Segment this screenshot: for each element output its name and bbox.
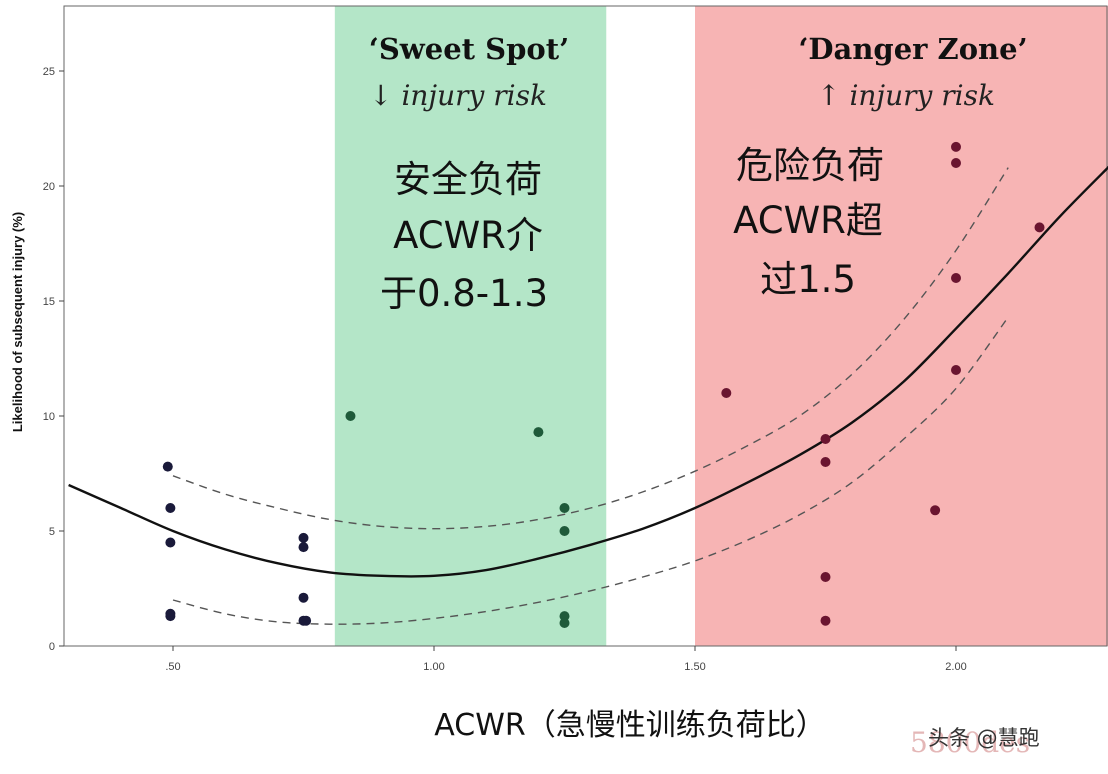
sweet-spot-title: ‘Sweet Spot’ — [369, 32, 569, 66]
x-tick-label: 2.00 — [945, 661, 966, 673]
data-point — [162, 461, 173, 472]
ci-lower-curve — [172, 316, 1009, 625]
data-point — [559, 503, 570, 513]
zone-sweet-band — [334, 6, 607, 646]
fit-curve — [68, 165, 1108, 578]
watermark-text: 头条 @慧跑 — [928, 726, 1040, 750]
data-point — [1034, 222, 1045, 233]
x-axis-title: ACWR（急慢性训练负荷比） — [434, 708, 825, 743]
data-point — [559, 526, 570, 536]
x-tick-label: .50 — [165, 661, 180, 673]
data-point — [165, 503, 176, 513]
y-axis-title: Likelihood of subsequent injury (%) — [10, 212, 25, 432]
data-point — [820, 572, 831, 582]
x-tick-label: 1.50 — [684, 661, 705, 673]
zone-danger-band — [695, 6, 1108, 646]
danger-zone-note-line-3: 过1.5 — [760, 258, 856, 301]
y-tick-label: 20 — [43, 181, 55, 193]
axes-layer: 0 5 10 15 20 25 .50 1.00 1.50 2.00 — [43, 5, 1108, 673]
data-point — [298, 532, 309, 543]
danger-zone-note-line-2: ACWR超 — [733, 199, 883, 242]
data-point — [345, 411, 356, 421]
sweet-spot-note-line-1: 安全负荷 — [394, 158, 542, 201]
danger-zone-subtitle: ↑ injury risk — [817, 79, 995, 112]
danger-zone-note-line-1: 危险负荷 — [736, 144, 884, 187]
y-tick-label: 0 — [49, 641, 55, 653]
data-point — [559, 611, 570, 622]
y-tick-label: 15 — [43, 296, 55, 308]
data-point — [951, 158, 961, 168]
data-point — [820, 457, 831, 467]
watermark-ghost-text: 5800des — [910, 726, 1030, 759]
data-point — [298, 542, 309, 553]
data-point — [951, 365, 961, 375]
y-tick-label: 5 — [49, 526, 55, 538]
data-point — [165, 537, 176, 548]
x-tick-label: 1.00 — [423, 661, 444, 673]
points-layer — [162, 141, 1045, 628]
sweet-spot-note-line-3: 于0.8-1.3 — [380, 272, 548, 315]
data-point — [301, 615, 312, 626]
data-point — [951, 273, 961, 283]
plot-frame — [63, 5, 1108, 647]
data-point — [820, 434, 831, 444]
zones-layer — [334, 6, 1108, 646]
data-point — [721, 388, 732, 398]
danger-zone-title: ‘Danger Zone’ — [798, 32, 1027, 66]
data-point — [951, 141, 961, 152]
y-tick-label: 10 — [43, 411, 55, 423]
data-point — [930, 505, 941, 516]
data-point — [559, 618, 570, 628]
sweet-spot-subtitle: ↓ injury risk — [369, 79, 547, 112]
y-tick-label: 25 — [43, 66, 55, 78]
ci-upper-curve — [172, 167, 1009, 530]
sweet-spot-note-line-2: ACWR介 — [393, 214, 543, 257]
data-point — [820, 615, 831, 626]
data-point — [165, 611, 176, 622]
data-point — [533, 427, 544, 438]
data-point — [298, 592, 309, 603]
curves-layer — [68, 165, 1108, 625]
